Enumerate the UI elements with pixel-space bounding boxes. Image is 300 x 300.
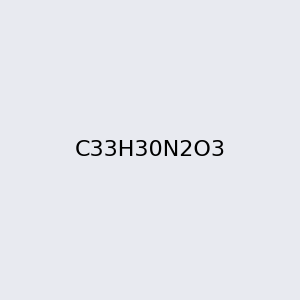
- Text: C33H30N2O3: C33H30N2O3: [74, 140, 226, 160]
